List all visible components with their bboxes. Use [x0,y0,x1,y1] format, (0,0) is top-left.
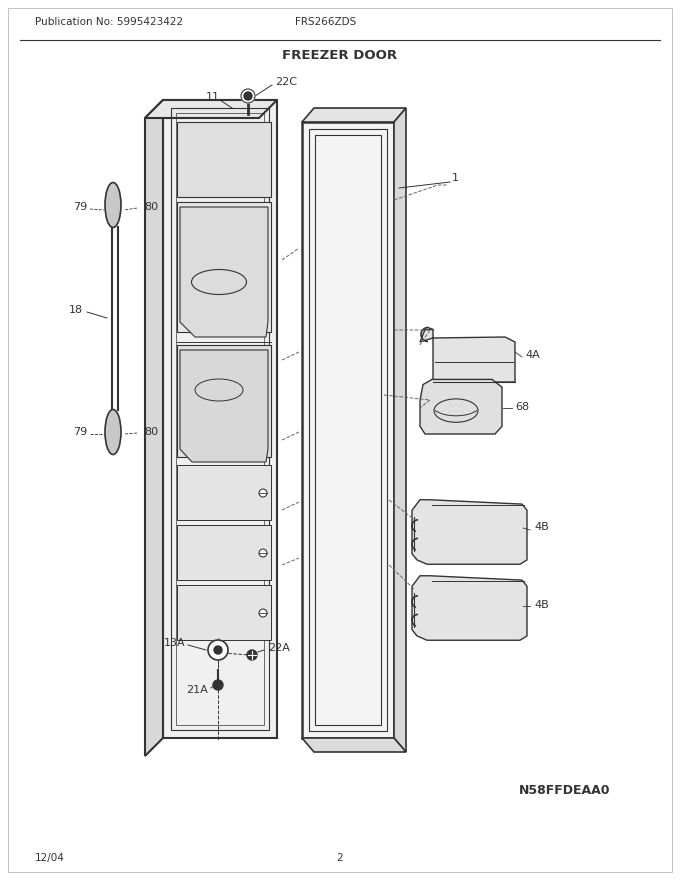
Text: 22A: 22A [268,643,290,653]
Text: 12/04: 12/04 [35,853,65,863]
Text: Publication No: 5995423422: Publication No: 5995423422 [35,17,183,27]
Circle shape [244,92,252,100]
Circle shape [259,549,267,557]
Polygon shape [177,345,271,457]
Text: 4B: 4B [534,522,549,532]
Text: FREEZER DOOR: FREEZER DOOR [282,48,398,62]
Text: 80: 80 [144,202,158,212]
Text: 21A: 21A [186,685,208,695]
Text: 4A: 4A [525,350,540,360]
Polygon shape [420,329,515,382]
Text: 79: 79 [73,427,87,437]
Circle shape [208,640,228,660]
Polygon shape [177,465,271,520]
Polygon shape [145,100,163,756]
Text: N58FFDEAA0: N58FFDEAA0 [520,783,611,796]
Circle shape [247,650,257,660]
Polygon shape [145,100,277,118]
Text: 79: 79 [73,202,87,212]
Text: 11: 11 [206,92,220,102]
Text: 18: 18 [69,305,83,315]
Polygon shape [412,576,527,641]
Circle shape [214,646,222,654]
Polygon shape [394,108,406,752]
Text: 22C: 22C [275,77,297,87]
Polygon shape [177,525,271,580]
Ellipse shape [105,409,121,454]
Polygon shape [302,738,406,752]
Polygon shape [177,585,271,640]
Polygon shape [180,207,268,337]
Text: 80: 80 [144,427,158,437]
Text: 13A: 13A [163,638,185,648]
Polygon shape [302,122,394,738]
Polygon shape [163,100,277,738]
Polygon shape [180,350,268,462]
Text: FRS266ZDS: FRS266ZDS [295,17,356,27]
Circle shape [213,680,223,690]
Polygon shape [420,379,502,434]
Polygon shape [412,500,527,564]
Text: 1: 1 [452,173,458,183]
Text: 68: 68 [515,402,529,412]
Circle shape [241,89,255,103]
Circle shape [259,609,267,617]
Polygon shape [177,122,271,197]
Polygon shape [177,202,271,332]
Polygon shape [302,108,406,122]
Text: 4B: 4B [534,600,549,610]
Text: 2: 2 [337,853,343,863]
Circle shape [259,489,267,497]
Ellipse shape [105,182,121,228]
